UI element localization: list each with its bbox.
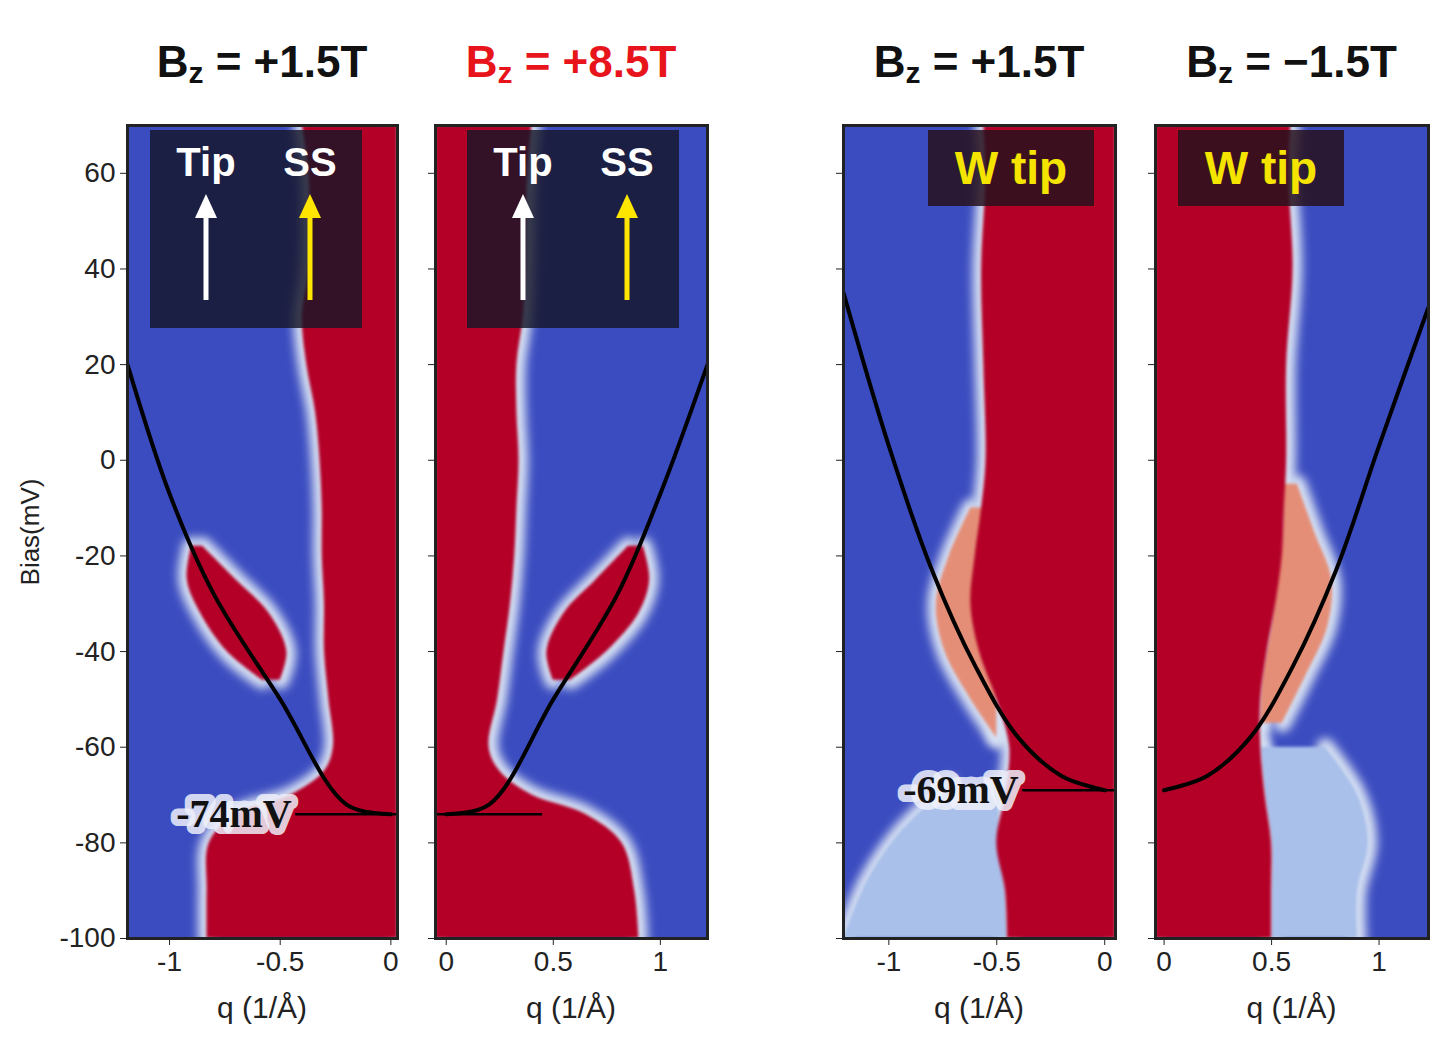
- svg-text:0: 0: [438, 946, 454, 977]
- svg-text:-1: -1: [157, 946, 182, 977]
- svg-text:-20: -20: [75, 540, 115, 571]
- html-text:q (1/Å): q (1/Å): [1246, 991, 1337, 1024]
- svg-text:-0.5: -0.5: [973, 946, 1021, 977]
- html-text:Bz= −1.5T: Bz= −1.5T: [1186, 37, 1397, 89]
- html-text:q (1/Å): q (1/Å): [934, 991, 1024, 1024]
- html-text:SS: SS: [283, 140, 337, 184]
- svg-text:1: 1: [653, 946, 669, 977]
- svg-text:-40: -40: [75, 636, 115, 667]
- svg-text:-80: -80: [75, 827, 115, 858]
- html-text:SS: SS: [600, 140, 654, 184]
- svg-text:60: 60: [84, 157, 115, 188]
- html-text:q (1/Å): q (1/Å): [526, 991, 616, 1024]
- html-text:W tip: W tip: [1204, 142, 1318, 194]
- svg-text:20: 20: [84, 349, 115, 380]
- html-text:Bias(mV): Bias(mV): [15, 478, 45, 585]
- html-text:Tip: Tip: [493, 140, 553, 184]
- svg-text:0: 0: [1097, 946, 1113, 977]
- svg-text:1: 1: [1371, 946, 1387, 977]
- svg-text:0: 0: [100, 444, 116, 475]
- svg-text:-74mV: -74mV: [176, 791, 292, 836]
- svg-text:0.5: 0.5: [1252, 946, 1291, 977]
- svg-text:-69mV: -69mV: [903, 767, 1019, 812]
- svg-text:-60: -60: [75, 731, 115, 762]
- svg-text:-0.5: -0.5: [256, 946, 304, 977]
- html-text:Bz= +8.5T: Bz= +8.5T: [465, 37, 677, 89]
- svg-text:40: 40: [84, 253, 115, 284]
- svg-text:0: 0: [1156, 946, 1172, 977]
- svg-text:-1: -1: [876, 946, 901, 977]
- svg-text:-100: -100: [59, 922, 115, 953]
- html-text:Bz= +1.5T: Bz= +1.5T: [873, 37, 1085, 89]
- svg-text:0.5: 0.5: [534, 946, 573, 977]
- html-text:Bz= +1.5T: Bz= +1.5T: [156, 37, 368, 89]
- html-text:W tip: W tip: [954, 142, 1068, 194]
- svg-text:0: 0: [383, 946, 399, 977]
- html-text:q (1/Å): q (1/Å): [217, 991, 307, 1024]
- html-text:Tip: Tip: [176, 140, 236, 184]
